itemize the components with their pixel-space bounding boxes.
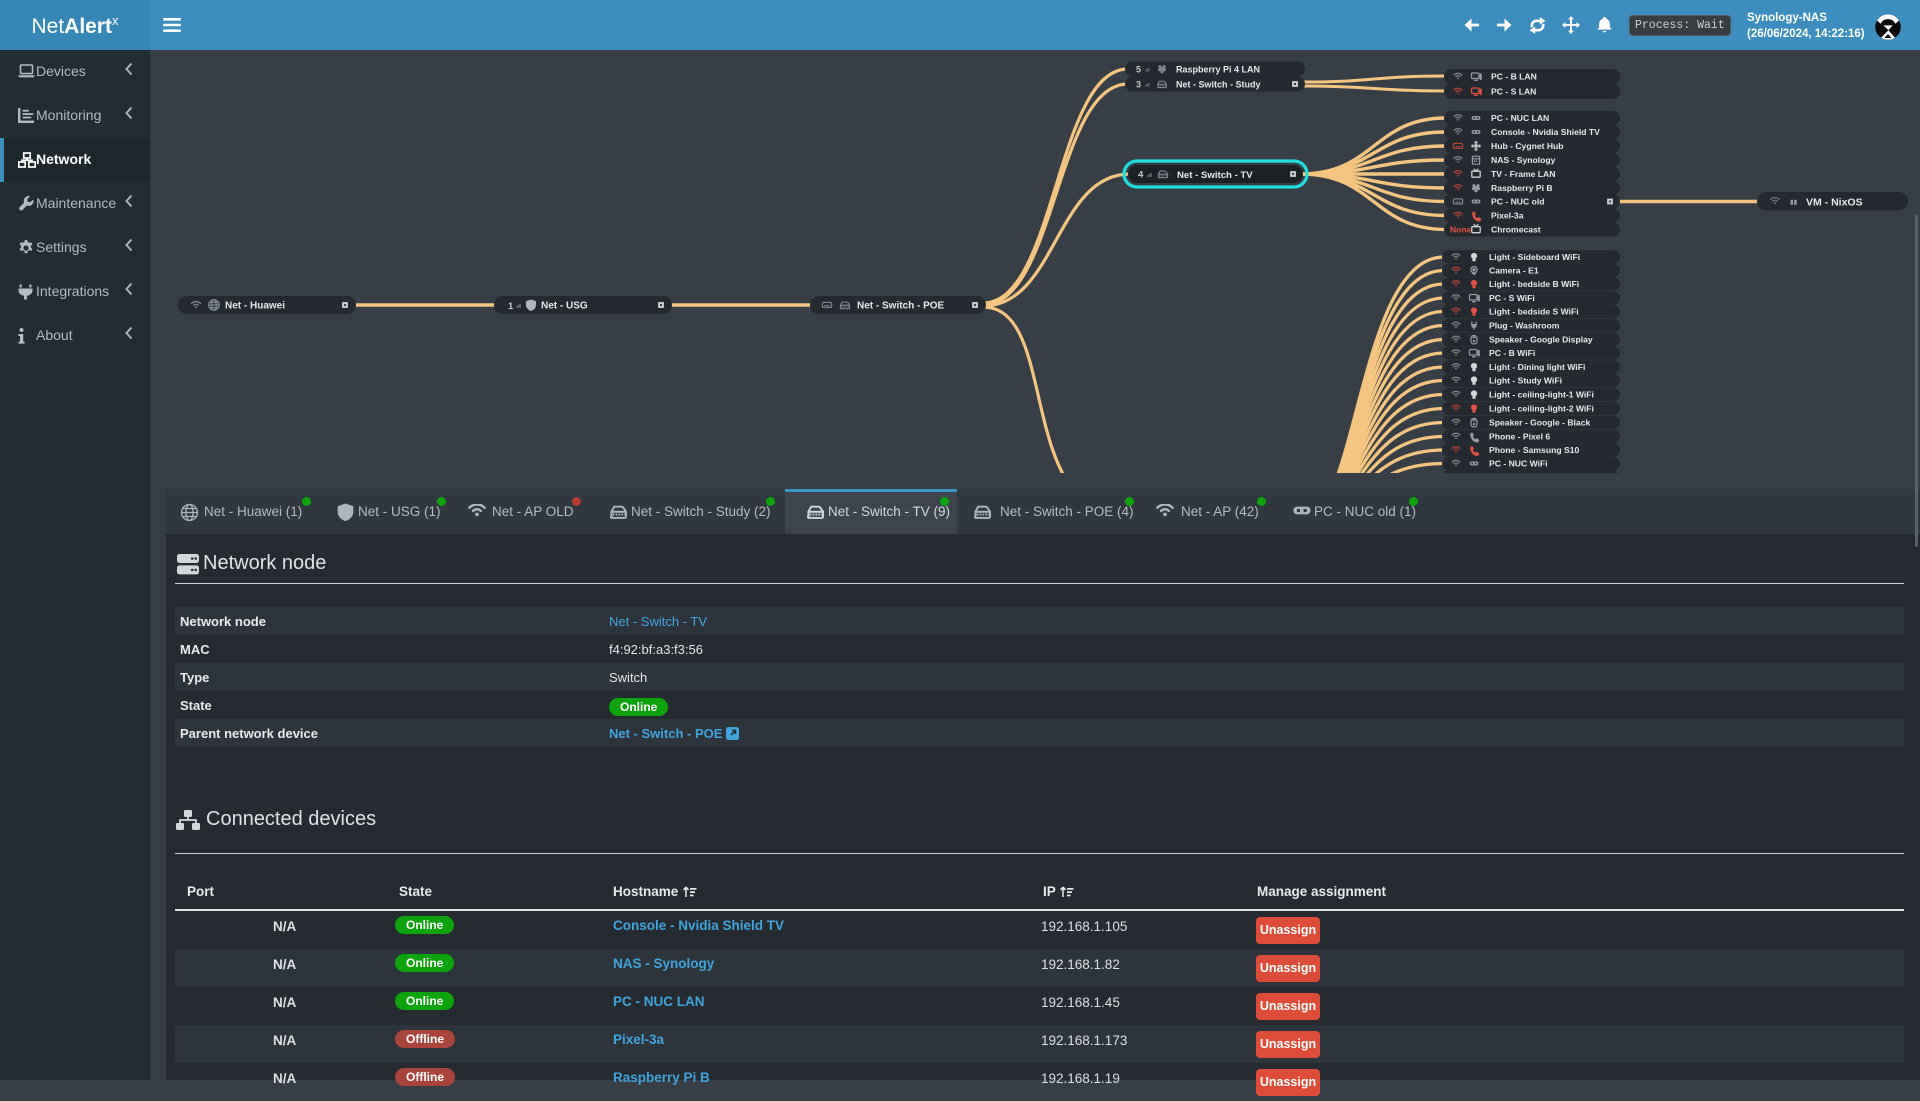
svg-text:NAS - Synology: NAS - Synology <box>1491 155 1556 165</box>
svg-text:PC - S LAN: PC - S LAN <box>1491 87 1536 97</box>
svg-text:Net - Switch - Study: Net - Switch - Study <box>1176 79 1261 89</box>
svg-text:Net - Huawei: Net - Huawei <box>225 301 285 312</box>
svg-text:Raspberry Pi 4 LAN: Raspberry Pi 4 LAN <box>1176 64 1260 74</box>
svg-text:Console - Nvidia Shield TV: Console - Nvidia Shield TV <box>1491 127 1600 137</box>
svg-text:PC - B LAN: PC - B LAN <box>1491 72 1537 82</box>
svg-text:Light - bedside S WiFi: Light - bedside S WiFi <box>1489 307 1579 317</box>
svg-text:Pixel-3a: Pixel-3a <box>1491 211 1524 221</box>
svg-text:None: None <box>1450 225 1472 235</box>
svg-text:Plug - Washroom: Plug - Washroom <box>1489 321 1560 331</box>
svg-text:Light - Study WiFi: Light - Study WiFi <box>1489 376 1562 386</box>
svg-text:VM - NixOS: VM - NixOS <box>1806 197 1863 209</box>
svg-text:Net - USG: Net - USG <box>541 301 588 312</box>
svg-text:Chromecast: Chromecast <box>1491 225 1541 235</box>
svg-text:Light - bedside B WiFi: Light - bedside B WiFi <box>1489 279 1579 289</box>
svg-text:TV - Frame LAN: TV - Frame LAN <box>1491 169 1555 179</box>
svg-text:PC - B WiFi: PC - B WiFi <box>1489 348 1535 358</box>
svg-text:Speaker - Google - Black: Speaker - Google - Black <box>1489 418 1590 428</box>
svg-text:PC - NUC old: PC - NUC old <box>1491 197 1544 207</box>
svg-text:Phone - Samsung S10: Phone - Samsung S10 <box>1489 445 1579 455</box>
svg-text:PC - S WiFi: PC - S WiFi <box>1489 293 1535 303</box>
svg-text:▮▮: ▮▮ <box>1790 199 1798 206</box>
svg-text:PC - NUC LAN: PC - NUC LAN <box>1491 113 1549 123</box>
svg-text:Speaker - Google Display: Speaker - Google Display <box>1489 335 1593 345</box>
svg-text:Net - Switch - POE: Net - Switch - POE <box>857 301 945 312</box>
svg-text:Raspberry Pi B: Raspberry Pi B <box>1491 183 1553 193</box>
svg-text:1: 1 <box>508 301 514 312</box>
svg-text:Phone - Pixel 6: Phone - Pixel 6 <box>1489 432 1550 442</box>
svg-text:Light - ceiling-light-2 WiFi: Light - ceiling-light-2 WiFi <box>1489 404 1594 414</box>
svg-text:Light - Sideboard WiFi: Light - Sideboard WiFi <box>1489 252 1580 262</box>
svg-text:Light - ceiling-light-1 WiFi: Light - ceiling-light-1 WiFi <box>1489 390 1594 400</box>
svg-text:Camera - E1: Camera - E1 <box>1489 266 1539 276</box>
svg-text:4: 4 <box>1138 170 1144 181</box>
svg-text:Net - Switch - TV: Net - Switch - TV <box>1177 170 1253 181</box>
svg-text:3: 3 <box>1136 79 1141 89</box>
svg-text:Hub - Cygnet Hub: Hub - Cygnet Hub <box>1491 141 1564 151</box>
svg-text:Light - Dining light WiFi: Light - Dining light WiFi <box>1489 362 1585 372</box>
svg-text:5: 5 <box>1136 64 1141 74</box>
svg-text:PC - NUC WiFi: PC - NUC WiFi <box>1489 459 1548 469</box>
